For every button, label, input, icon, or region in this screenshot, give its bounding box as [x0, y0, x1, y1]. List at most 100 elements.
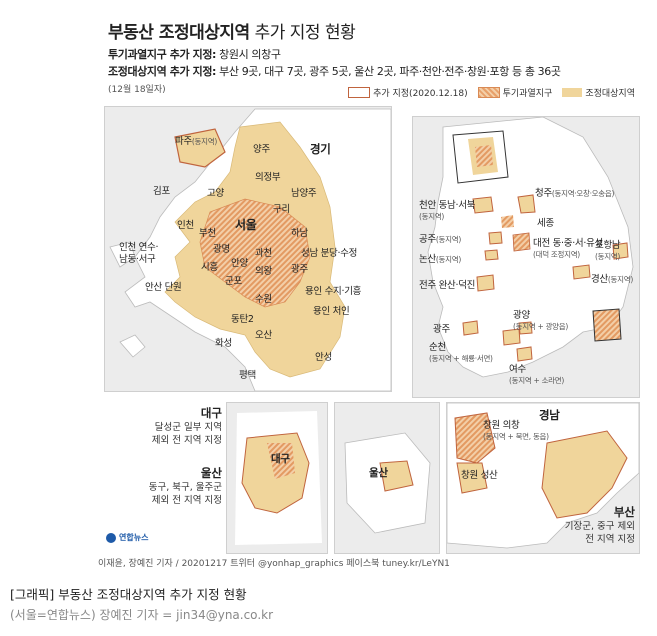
- label-gwangju-metro: 광주: [433, 324, 450, 335]
- label-uijeongbu: 의정부: [255, 172, 281, 183]
- capital-overheated: [475, 145, 493, 167]
- article-caption: [그래픽] 부동산 조정대상지역 추가 지정 현황: [10, 587, 247, 602]
- legend-item-adjusted: 조정대상지역: [562, 86, 635, 99]
- ulsan-map: 울산: [334, 402, 440, 554]
- label-namyangju: 남양주: [291, 188, 317, 199]
- label-guri: 구리: [273, 204, 290, 215]
- label-cheongju: 청주(동지역·오창·오송읍): [535, 188, 615, 199]
- gongju: [488, 231, 503, 245]
- label-daejeon: 대전 동·중·서·유성 (대덕 조정지역): [533, 238, 603, 259]
- label-incheon-namdong: 남동·서구: [119, 254, 156, 265]
- ulsan-description: 울산 동구, 북구, 울주군 제외 전 지역 지정: [148, 466, 222, 506]
- cheonan: [472, 196, 494, 214]
- legend-swatch-overheated: [477, 87, 500, 98]
- peninsula-land: [427, 117, 634, 378]
- label-anseong: 안성: [315, 352, 332, 363]
- legend-item-overheated: 투기과열지구: [477, 86, 552, 99]
- infographic: 부동산 조정대상지역 추가 지정 현황 투기과열지구 추가 지정: 창원시 의창…: [98, 10, 643, 555]
- yeosu: [516, 346, 533, 362]
- nonsan: [484, 249, 499, 261]
- busan-adjusted: [541, 430, 628, 519]
- label-uiwang: 의왕: [255, 266, 272, 277]
- date-note: (12월 18일자): [108, 85, 166, 95]
- label-osan: 오산: [255, 330, 272, 341]
- ulsan-adjusted: [379, 460, 414, 492]
- article-byline: (서울=연합뉴스) 장예진 기자 = jin34@yna.co.kr: [10, 608, 274, 622]
- legend-swatch-new: [348, 87, 371, 98]
- label-yongin-cheoin: 용인 처인: [313, 306, 350, 317]
- label-gunpo: 군포: [225, 276, 242, 287]
- label-gwangyang: 광양 (동지역 + 광양읍): [513, 310, 569, 331]
- capital-area-map: 경기 파주(동지역) 양주 의정부 김포 고양 남양주 구리 인천 부천 서울 …: [104, 106, 392, 392]
- gwangju-city: [462, 320, 479, 336]
- label-goyang: 고양: [207, 188, 224, 199]
- pohang: [612, 242, 629, 260]
- gyeongsan: [572, 264, 591, 280]
- national-map-shapes: [427, 117, 634, 378]
- label-gwangju-gg: 광주: [291, 264, 308, 275]
- label-siheung: 시흥: [201, 262, 218, 273]
- label-sejong: 세종: [537, 218, 554, 229]
- map-legend: 추가 지정(2020.12.18) 투기과열지구 조정대상지역: [348, 86, 635, 99]
- gyeongnam-busan-map: 경남 창원 의창 (동지역 + 북면, 동읍) 창원 성산 부산 기장군, 중구 제…: [446, 402, 640, 554]
- jeonju: [476, 274, 495, 292]
- label-incheon-yeonsu: 인천 연수·: [119, 242, 159, 253]
- label-anyang: 안양: [231, 258, 248, 269]
- label-cheonan: 천안 동남·서북 (동지역): [419, 200, 476, 221]
- label-nonsan: 논산(동지역): [419, 254, 461, 265]
- label-pohang: 포항남 (동지역): [595, 240, 621, 261]
- daejeon: [512, 232, 531, 252]
- label-seoul: 서울: [235, 218, 257, 232]
- capital-area-shapes: [109, 108, 391, 391]
- label-gimpo: 김포: [153, 186, 170, 197]
- infographic-title: 부동산 조정대상지역 추가 지정 현황: [108, 23, 356, 43]
- legend-item-new: 추가 지정(2020.12.18): [348, 86, 468, 99]
- label-hwaseong: 화성: [215, 338, 232, 349]
- legend-swatch-adjusted: [562, 88, 583, 97]
- label-gyeongnam: 경남: [539, 408, 560, 422]
- gwangyang: [518, 321, 533, 335]
- label-incheon: 인천: [177, 220, 194, 231]
- daegu-description: 대구 달성군 일부 지역 제외 전 지역 지정: [151, 406, 222, 446]
- capital-inset-box: [452, 130, 509, 184]
- island-2: [109, 241, 136, 268]
- label-gongju: 공주(동지역): [419, 234, 461, 245]
- overheated-line: 투기과열지구 추가 지정: 창원시 의창구: [108, 48, 281, 61]
- busan-description: 부산 기장군, 중구 제외 전 지역 지정: [564, 505, 635, 545]
- daegu-shapes: [235, 411, 322, 545]
- ulsan-shapes: [344, 432, 431, 534]
- label-yeosu: 여수 (동지역 + 소라면): [509, 364, 565, 385]
- suncheon: [502, 328, 521, 346]
- island-1: [119, 334, 146, 358]
- daegu-map: 대구: [226, 402, 328, 554]
- label-jeonju: 전주 완산·덕진: [419, 280, 476, 291]
- national-map: 청주(동지역·오창·오송읍) 천안 동남·서북 (동지역) 세종 공주(동지역) …: [412, 116, 640, 398]
- label-changwon-seongsan: 창원 성산: [461, 470, 498, 481]
- cheongju: [517, 194, 536, 214]
- label-ansan: 안산 단원: [145, 282, 182, 293]
- label-daegu-map: 대구: [271, 453, 290, 465]
- label-yangju: 양주: [253, 144, 270, 155]
- yonhap-logo: 연합뉴스: [106, 532, 148, 543]
- label-paju: 파주(동지역): [175, 136, 217, 147]
- gyeongnam-shapes: [447, 403, 639, 549]
- overheated-area: [199, 198, 311, 308]
- yonhap-logo-icon: [106, 532, 116, 543]
- label-seongnam: 성남 분당·수정: [301, 248, 358, 259]
- label-gwangmyeong: 광명: [213, 244, 230, 255]
- label-gyeongsan: 경산(동지역): [591, 274, 633, 285]
- label-suncheon: 순천 (동지역 + 해룡·서면): [429, 342, 493, 363]
- label-gwacheon: 과천: [255, 248, 272, 259]
- changwon-seongsan: [456, 462, 488, 494]
- label-pyeongtaek: 평택: [239, 370, 256, 381]
- label-changwon-uichang: 창원 의창 (동지역 + 북면, 동읍): [483, 420, 549, 441]
- new-paju-outline: [174, 128, 226, 168]
- label-dongtan2: 동탄2: [231, 314, 254, 325]
- graphic-credit: 이재윤, 장예진 기자 / 20201217 트위터 @yonhap_graph…: [98, 559, 450, 569]
- label-bucheon: 부천: [199, 228, 216, 239]
- busan-inset-box: [592, 308, 622, 342]
- label-yongin-suji: 용인 수지·기흥: [305, 286, 362, 297]
- changwon-uichang: [454, 412, 496, 464]
- sejong: [501, 215, 514, 228]
- label-ulsan-map: 울산: [369, 467, 388, 479]
